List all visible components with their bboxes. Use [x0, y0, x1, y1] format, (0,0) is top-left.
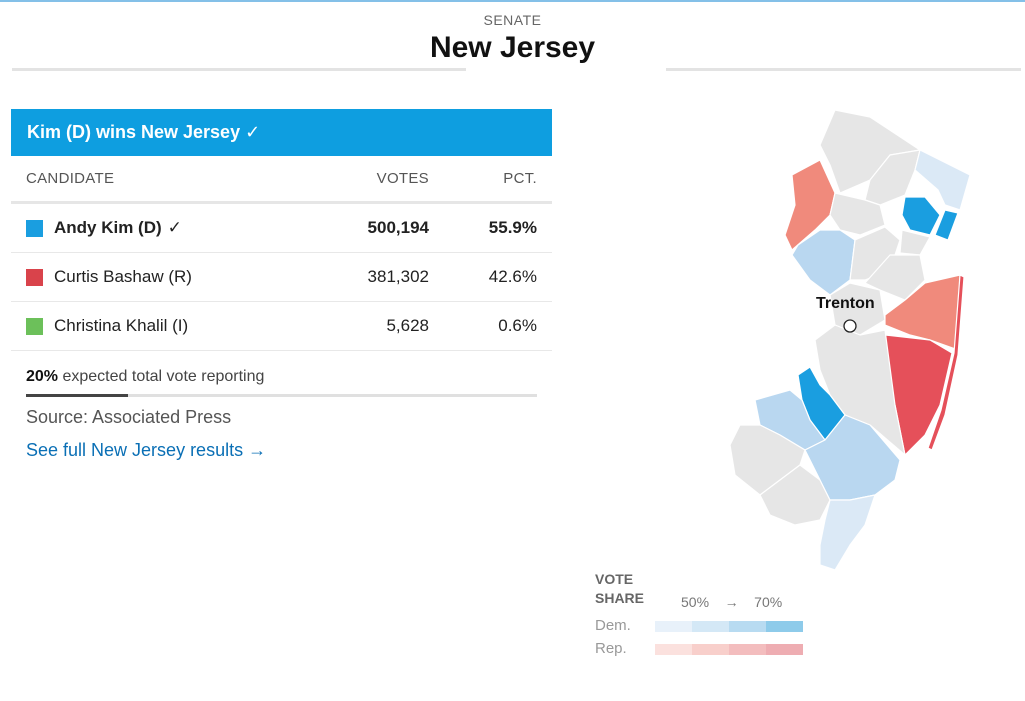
county-atlantic[interactable]: [804, 414, 901, 501]
candidate-name: Curtis Bashaw (R): [54, 267, 192, 286]
legend-dem-bar-2: [692, 621, 729, 632]
nj-map-svg: [729, 109, 971, 571]
reporting-status: 20% expected total vote reporting: [11, 368, 552, 386]
legend-dem-bars: [655, 621, 803, 632]
trenton-marker-icon: [843, 319, 857, 333]
legend-scale: 50% → 70%: [681, 594, 782, 610]
county-hudson[interactable]: [934, 209, 959, 241]
candidate-pct: 55.9%: [488, 218, 537, 237]
results-table-header: CANDIDATE VOTES PCT.: [11, 156, 552, 204]
table-row: Curtis Bashaw (R) 381,302 42.6%: [11, 253, 552, 302]
candidate-votes: 5,628: [386, 316, 429, 335]
legend-row-dem: Dem.: [595, 617, 803, 634]
county-essex[interactable]: [901, 196, 941, 236]
legend-dem-label: Dem.: [595, 617, 631, 634]
column-pct: PCT.: [503, 170, 537, 187]
candidate-name: Christina Khalil (I): [54, 316, 189, 335]
title-row: New Jersey: [0, 30, 1025, 71]
full-results-link[interactable]: See full New Jersey results →: [26, 440, 267, 460]
column-votes: VOTES: [376, 170, 429, 187]
title-divider-left: [12, 68, 466, 71]
legend-rep-label: Rep.: [595, 640, 627, 657]
county-ocean-shore[interactable]: [927, 274, 965, 451]
party-swatch: [26, 268, 43, 286]
source-credit: Source: Associated Press: [26, 407, 232, 427]
page-title: New Jersey: [429, 31, 596, 64]
legend-rep-bar-1: [655, 644, 692, 655]
candidate-votes: 381,302: [367, 267, 429, 286]
legend-dem-bar-4: [766, 621, 803, 632]
page-header: SENATE New Jersey: [0, 12, 1025, 71]
county-map: Trenton: [720, 105, 980, 580]
legend-scale-arrow-icon: →: [724, 594, 739, 610]
candidate-votes: 500,194: [367, 218, 429, 237]
reporting-progress-fill: [26, 394, 129, 397]
legend-title: VOTE SHARE: [595, 570, 644, 608]
county-morris[interactable]: [829, 192, 886, 236]
legend-row-rep: Rep.: [595, 640, 803, 657]
vote-share-legend: VOTE SHARE 50% → 70% Dem. Rep.: [595, 570, 825, 660]
winner-banner: Kim (D) wins New Jersey ✓: [11, 109, 552, 156]
reporting-pct: 20%: [26, 368, 59, 385]
county-warren[interactable]: [784, 159, 836, 251]
party-swatch: [26, 317, 43, 335]
party-swatch: [26, 219, 43, 237]
candidate-pct: 0.6%: [498, 316, 537, 335]
candidate-name: Andy Kim (D): [54, 218, 162, 237]
winner-check-icon: ✓: [167, 218, 182, 237]
legend-scale-high: 70%: [754, 594, 783, 610]
legend-rep-bar-3: [729, 644, 766, 655]
city-label-trenton: Trenton: [816, 295, 875, 312]
legend-rep-bars: [655, 644, 803, 655]
reporting-text: expected total vote reporting: [62, 368, 265, 385]
legend-title-line1: VOTE: [595, 571, 634, 587]
table-row: Andy Kim (D) ✓ 500,194 55.9%: [11, 204, 552, 253]
legend-dem-bar-3: [729, 621, 766, 632]
legend-title-line2: SHARE: [595, 590, 645, 606]
results-panel: Kim (D) wins New Jersey ✓ CANDIDATE VOTE…: [11, 109, 552, 461]
legend-rep-bar-4: [766, 644, 803, 655]
legend-dem-bar-1: [655, 621, 692, 632]
candidate-pct: 42.6%: [488, 267, 537, 286]
race-kicker: SENATE: [483, 12, 542, 28]
title-divider-right: [666, 68, 1021, 71]
legend-scale-low: 50%: [681, 594, 710, 610]
table-row: Christina Khalil (I) 5,628 0.6%: [11, 302, 552, 351]
legend-rep-bar-2: [692, 644, 729, 655]
county-bergen[interactable]: [914, 149, 971, 211]
column-candidate: CANDIDATE: [26, 170, 115, 187]
top-accent-rule: [0, 0, 1025, 2]
county-cape-may[interactable]: [819, 494, 876, 571]
reporting-progress-bar: [26, 394, 537, 397]
